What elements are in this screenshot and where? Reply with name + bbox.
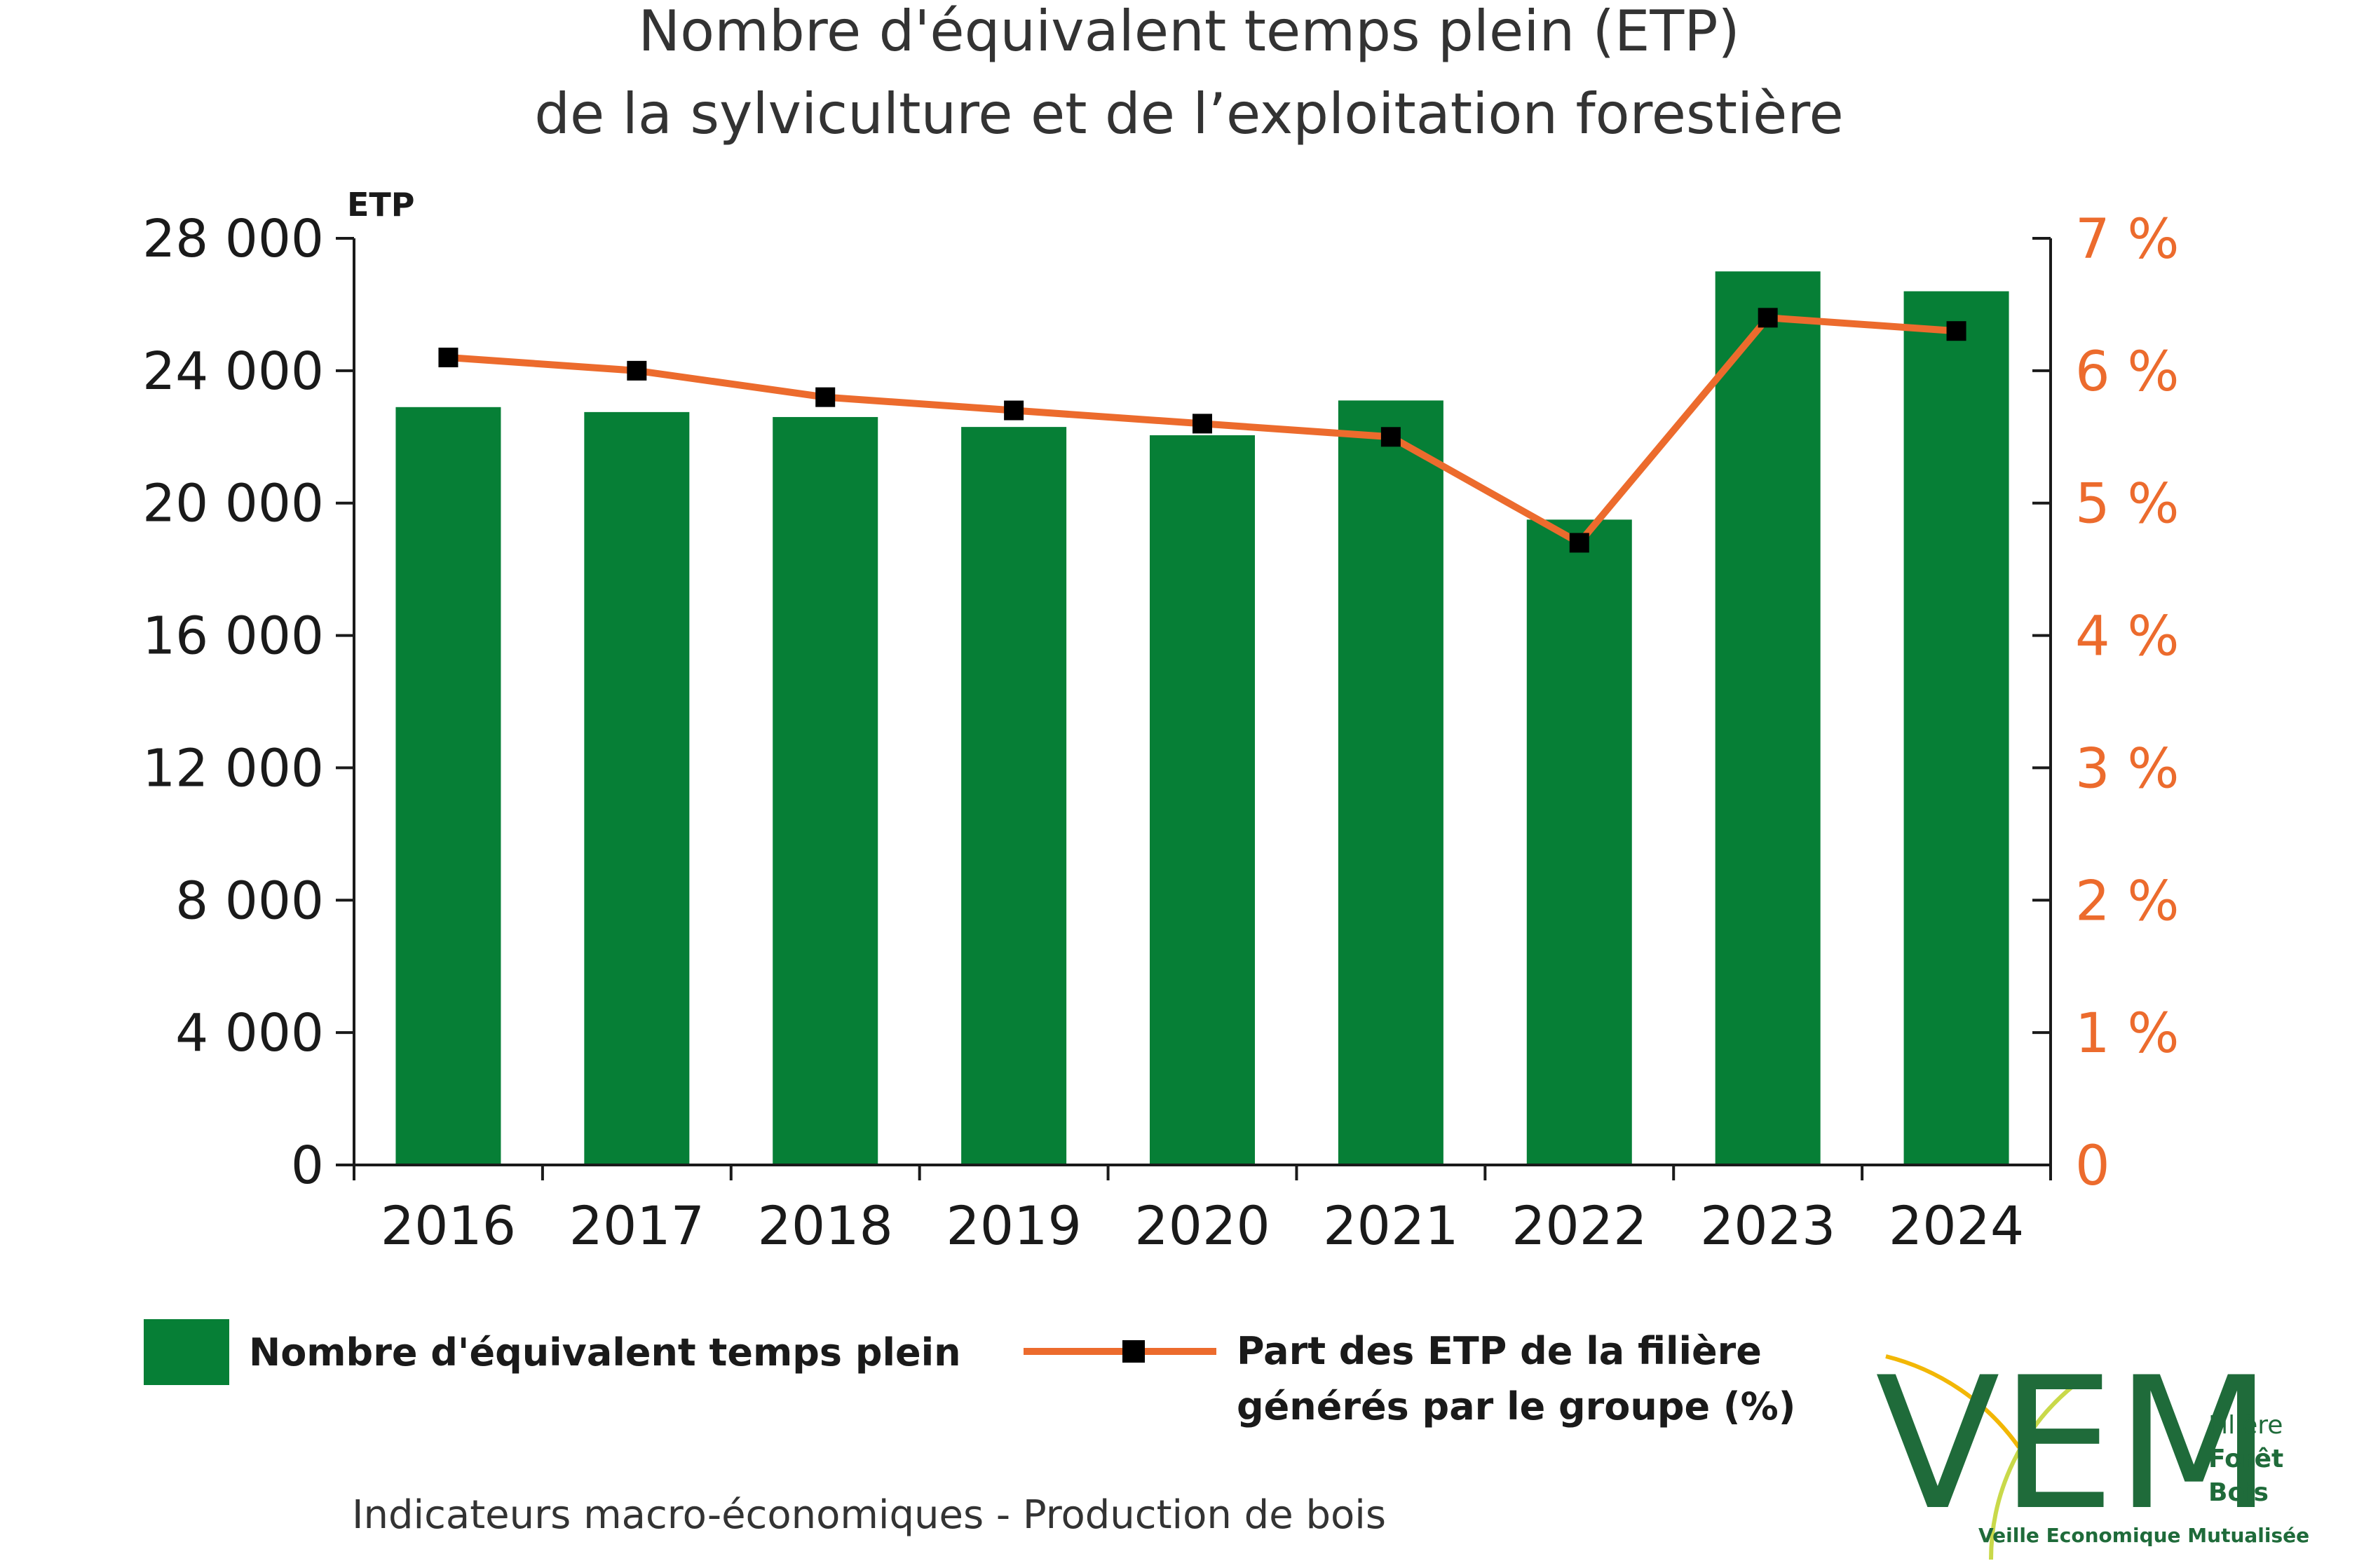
legend-line-label-1: Part des ETP de la filière <box>1237 1329 1762 1373</box>
y-right-tick-label: 0 <box>2075 1135 2110 1198</box>
y-left-tick-label: 28 000 <box>142 209 324 269</box>
x-tick-label: 2020 <box>1134 1194 1270 1257</box>
share-point-2017 <box>627 360 647 381</box>
y-right-tick-label: 3 % <box>2075 737 2180 800</box>
vem-logo: VEM Filière Forêt Bois Veille Economique… <box>1875 1339 2309 1560</box>
logo-line-2: Forêt <box>2208 1445 2283 1473</box>
bar-2023 <box>1715 271 1821 1165</box>
bar-2022 <box>1526 519 1632 1165</box>
y-right-tick-label: 2 % <box>2075 870 2180 933</box>
y-right-tick-label: 6 % <box>2075 341 2180 404</box>
share-point-2018 <box>815 387 836 407</box>
logo-line-3: Bois <box>2208 1478 2269 1507</box>
bar-2021 <box>1338 400 1443 1165</box>
legend-line-label-2: générés par le groupe (%) <box>1237 1384 1795 1429</box>
x-tick-label: 2018 <box>758 1194 893 1257</box>
logo-tagline: Veille Economique Mutualisée <box>1978 1524 2309 1547</box>
y-right-ticks: 0 1 % 2 % 3 % 4 % 5 % 6 % 7 % <box>2032 208 2180 1198</box>
x-ticks: 2016 2017 2018 2019 2020 2021 2022 2023 2024 <box>353 1165 2052 1257</box>
y-left-tick-label: 16 000 <box>142 606 324 667</box>
bar-2024 <box>1903 291 2009 1165</box>
x-tick-label: 2024 <box>1889 1194 2024 1257</box>
x-tick-label: 2016 <box>381 1194 516 1257</box>
share-point-2019 <box>1004 400 1024 421</box>
bar-2020 <box>1150 435 1255 1165</box>
legend-bar-label: Nombre d'équivalent temps plein <box>249 1330 961 1375</box>
bar-series <box>395 271 2009 1166</box>
y-left-tick-label: 0 <box>291 1136 324 1196</box>
share-point-2022 <box>1569 533 1589 553</box>
share-point-2024 <box>1946 321 1966 341</box>
legend: Nombre d'équivalent temps plein Part des… <box>144 1319 1795 1429</box>
x-tick-label: 2019 <box>946 1194 1081 1257</box>
chart-title-line-1: Nombre d'équivalent temps plein (ETP) <box>638 0 1739 64</box>
bar-2017 <box>584 411 690 1165</box>
share-point-2021 <box>1380 427 1401 447</box>
bar-2018 <box>773 416 878 1165</box>
bar-2016 <box>395 407 501 1165</box>
x-tick-label: 2022 <box>1511 1194 1647 1257</box>
y-left-tick-label: 12 000 <box>142 738 324 798</box>
y-right-tick-label: 4 % <box>2075 606 2180 669</box>
share-point-2016 <box>438 347 458 367</box>
y-left-tick-label: 20 000 <box>142 474 324 534</box>
y-left-unit-label: ETP <box>347 186 415 224</box>
x-tick-label: 2021 <box>1323 1194 1458 1257</box>
x-tick-label: 2017 <box>569 1194 705 1257</box>
logo-swoosh-yellow <box>1885 1354 2021 1449</box>
y-left-tick-label: 4 000 <box>175 1003 324 1063</box>
y-right-tick-label: 1 % <box>2075 1002 2180 1065</box>
x-tick-label: 2023 <box>1700 1194 1835 1257</box>
share-point-2020 <box>1193 414 1212 434</box>
legend-bar-swatch <box>144 1319 229 1385</box>
logo-line-1: Filière <box>2208 1411 2283 1440</box>
y-right-tick-label: 5 % <box>2075 473 2180 536</box>
y-left-tick-label: 8 000 <box>175 871 324 931</box>
logo-letters: VEM <box>1875 1339 2272 1550</box>
y-left-tick-label: 24 000 <box>142 341 324 402</box>
share-point-2023 <box>1758 308 1778 328</box>
chart-title-line-2: de la sylviculture et de l’exploitation … <box>534 81 1844 146</box>
legend-line-marker <box>1122 1340 1145 1363</box>
y-right-tick-label: 7 % <box>2075 208 2180 271</box>
axes <box>353 238 2052 1166</box>
y-left-ticks: 0 4 000 8 000 12 000 16 000 20 000 24 000 28 00… <box>142 209 354 1196</box>
footer-caption: Indicateurs macro-économiques - Producti… <box>352 1492 1386 1538</box>
bar-2019 <box>961 427 1067 1166</box>
logo-swoosh-green <box>1988 1382 2077 1560</box>
line-series <box>438 308 1966 553</box>
